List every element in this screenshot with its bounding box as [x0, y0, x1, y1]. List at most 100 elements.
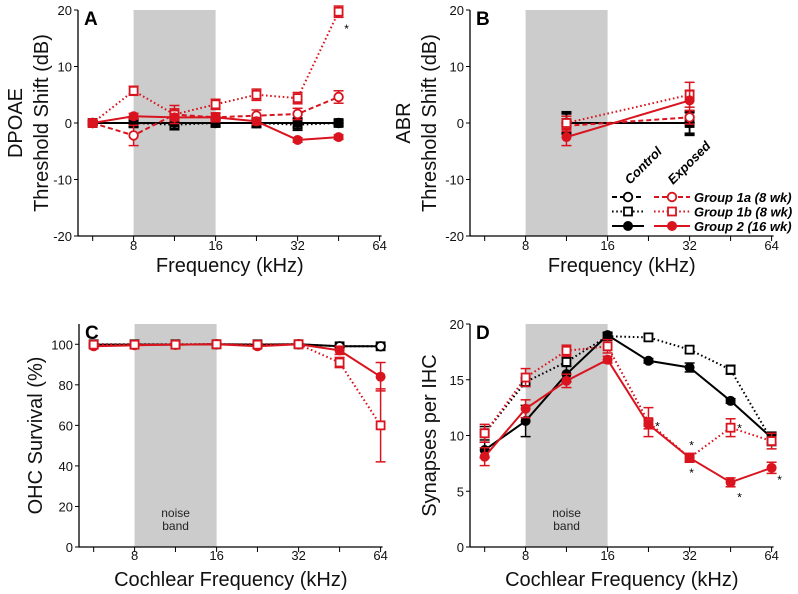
- data-point-square: [561, 357, 572, 367]
- data-point-square: [251, 89, 262, 100]
- legend-marker-filled: [667, 221, 677, 231]
- y-tick-label: 5: [457, 484, 464, 499]
- y-tick-label: -20: [53, 229, 72, 244]
- data-point-square: [684, 344, 695, 355]
- series-line: [566, 93, 690, 124]
- series-exposed-group-2: [87, 111, 344, 145]
- series-line: [93, 343, 382, 426]
- data-point-square: [643, 332, 654, 343]
- legend-entry: Group 1a (8 wk): [612, 190, 792, 205]
- noise-band-label-line: band: [553, 519, 580, 533]
- data-point-filled: [210, 112, 221, 123]
- y-axis-title: DPOAE: [5, 88, 27, 158]
- noise-band-label-line: noise: [552, 506, 581, 520]
- legend-label: Group 1b (8 wk): [694, 205, 792, 220]
- x-axis-title: Frequency (kHz): [548, 255, 696, 277]
- data-point-filled: [561, 132, 572, 143]
- y-tick-label: 20: [58, 3, 72, 18]
- data-point-filled: [684, 95, 695, 106]
- x-tick-label: 16: [600, 238, 614, 253]
- data-point-filled: [128, 111, 139, 122]
- x-tick-label: 8: [522, 548, 529, 563]
- significance-asterisk: *: [689, 466, 694, 480]
- data-point-circle: [292, 108, 303, 120]
- legend-entry: Group 1b (8 wk): [612, 205, 792, 220]
- x-tick-label: 16: [209, 548, 223, 563]
- significance-asterisk: *: [344, 22, 349, 36]
- panel-c: noise band 0 20 40 60 80 100 8 16 32 64 Cochlear Fre…: [25, 323, 388, 591]
- data-point-square: [88, 339, 99, 350]
- series-line: [566, 116, 690, 127]
- series-line: [483, 345, 772, 460]
- legend-header-control: Control: [622, 144, 666, 188]
- y-tick-label: 80: [59, 378, 73, 393]
- significance-asterisk: *: [737, 491, 742, 505]
- legend-header-exposed: Exposed: [665, 137, 715, 187]
- legend-marker-square: [623, 206, 633, 217]
- y-tick-label: -10: [53, 173, 72, 188]
- noise-band-label: noise band: [552, 506, 581, 533]
- legend: Control Exposed Group 1a (8 wk)Group 1b (8…: [612, 137, 792, 234]
- data-point-square: [293, 339, 304, 350]
- data-point-circle: [375, 341, 386, 352]
- x-tick-label: 32: [682, 548, 696, 563]
- series-line: [566, 99, 690, 139]
- data-point-square: [210, 99, 221, 110]
- y-tick-label: -20: [445, 229, 464, 244]
- data-point-filled: [561, 375, 572, 386]
- data-point-filled: [766, 462, 777, 473]
- legend-label: Group 1a (8 wk): [694, 190, 792, 205]
- data-point-filled: [602, 354, 613, 365]
- data-point-square: [561, 345, 572, 356]
- data-point-filled: [333, 132, 344, 143]
- data-point-filled: [333, 118, 344, 128]
- data-point-square: [252, 339, 263, 350]
- data-point-square: [375, 420, 386, 431]
- data-point-filled: [334, 345, 345, 356]
- data-point-square: [520, 372, 531, 383]
- significance-asterisk: *: [737, 422, 742, 436]
- series-line: [484, 333, 773, 451]
- y-tick-label: 20: [450, 317, 464, 332]
- legend-marker-square: [667, 206, 677, 217]
- legend-marker-circle: [666, 191, 678, 203]
- y-axis-title: OHC Survival (%): [25, 357, 47, 515]
- noise-band-label: noise band: [161, 506, 190, 533]
- y-tick-label: 15: [450, 373, 464, 388]
- data-point-filled: [725, 395, 736, 406]
- x-tick-label: 64: [373, 548, 387, 563]
- y-axis-title: Threshold Shift (dB): [419, 34, 441, 212]
- legend-label: Group 2 (16 wk): [694, 219, 792, 234]
- data-point-square: [725, 422, 736, 433]
- x-axis-title: Frequency (kHz): [156, 255, 304, 277]
- panel-label: C: [85, 323, 99, 344]
- noise-band-label-line: noise: [161, 506, 190, 520]
- data-point-square: [766, 436, 777, 446]
- x-tick-label: 8: [522, 238, 529, 253]
- x-tick-label: 32: [290, 238, 304, 253]
- data-point-filled: [292, 118, 303, 128]
- data-point-square: [561, 118, 572, 128]
- data-point-filled: [520, 416, 531, 427]
- y-axis-title: Synapses per IHC: [419, 354, 441, 516]
- x-tick-label: 8: [130, 238, 137, 253]
- x-tick-label: 64: [764, 238, 778, 253]
- data-point-square: [129, 339, 140, 350]
- data-point-square: [725, 364, 736, 375]
- data-point-filled: [375, 371, 386, 382]
- panel-a: -20 -10 0 10 20 8 16 32 64 Frequency (kHz) DPOAE Th…: [5, 3, 387, 277]
- data-point-filled: [684, 452, 695, 463]
- x-tick-label: 32: [291, 548, 305, 563]
- x-tick-label: 8: [131, 548, 138, 563]
- x-tick-label: 16: [208, 238, 222, 253]
- data-point-filled: [643, 419, 654, 430]
- y-tick-label: 0: [66, 540, 73, 555]
- data-point-square: [602, 341, 613, 352]
- series-exposed-group-1b: [87, 5, 344, 128]
- data-point-square: [170, 339, 181, 350]
- data-point-filled: [251, 116, 262, 127]
- data-point-filled: [479, 451, 490, 462]
- y-tick-label: 60: [59, 418, 73, 433]
- significance-asterisk: *: [655, 419, 660, 433]
- data-point-filled: [169, 112, 180, 123]
